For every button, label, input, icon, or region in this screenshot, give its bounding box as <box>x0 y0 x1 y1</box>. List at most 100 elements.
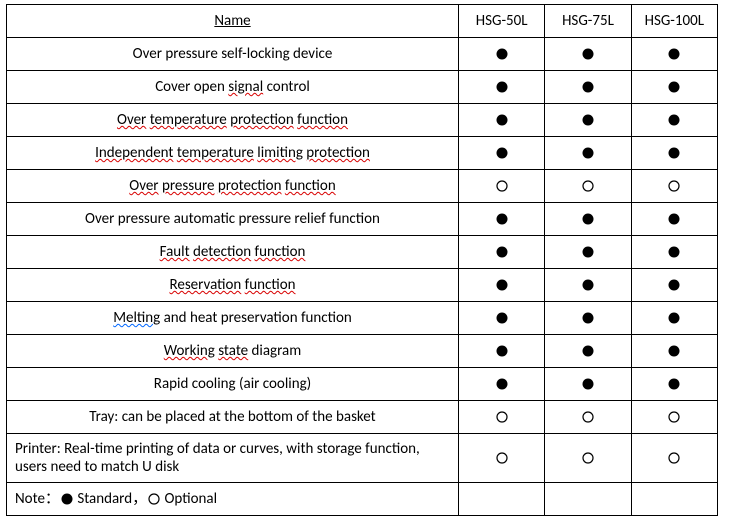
filled-circle-icon <box>581 212 595 226</box>
row-name-cell: Over pressure automatic pressure relief … <box>7 203 459 236</box>
filled-circle-icon <box>667 212 681 226</box>
row-value-cell <box>459 170 545 203</box>
filled-circle-icon <box>495 146 509 160</box>
row-value-cell <box>459 434 545 483</box>
row-name-label: Reservation function <box>169 276 295 294</box>
table-row: Reservation function <box>7 269 718 302</box>
filled-circle-icon <box>581 344 595 358</box>
hollow-circle-icon <box>495 410 509 424</box>
row-name-label: Over pressure protection function <box>129 177 335 195</box>
filled-circle-icon <box>495 212 509 226</box>
row-value-cell <box>545 236 631 269</box>
row-value-cell <box>631 401 717 434</box>
filled-circle-icon <box>581 311 595 325</box>
row-value-cell <box>459 71 545 104</box>
filled-circle-icon <box>667 113 681 127</box>
row-value-cell <box>545 203 631 236</box>
row-value-cell <box>545 335 631 368</box>
empty-cell <box>459 483 545 516</box>
row-value-cell <box>631 302 717 335</box>
header-row: Name HSG-50L HSG-75L HSG-100L <box>7 5 718 38</box>
filled-circle-icon <box>495 80 509 94</box>
row-value-cell <box>459 104 545 137</box>
note-row: Note： Standard， Optional <box>7 483 718 516</box>
header-model-0: HSG-50L <box>459 5 545 38</box>
header-name-label: Name <box>214 12 250 30</box>
row-value-cell <box>545 302 631 335</box>
filled-circle-icon <box>581 377 595 391</box>
row-value-cell <box>545 401 631 434</box>
row-name-label: Tray: can be placed at the bottom of the… <box>89 408 375 426</box>
row-name-cell: Independent temperature limiting protect… <box>7 137 459 170</box>
row-value-cell <box>631 203 717 236</box>
row-value-cell <box>545 368 631 401</box>
row-value-cell <box>545 434 631 483</box>
table-row: Over pressure protection function <box>7 170 718 203</box>
row-name-cell: Reservation function <box>7 269 459 302</box>
filled-circle-icon <box>667 377 681 391</box>
row-value-cell <box>631 38 717 71</box>
table-row: Over pressure automatic pressure relief … <box>7 203 718 236</box>
filled-circle-icon <box>667 245 681 259</box>
hollow-circle-icon <box>495 179 509 193</box>
empty-cell <box>631 483 717 516</box>
row-name-cell: Cover open signal control <box>7 71 459 104</box>
hollow-circle-icon <box>667 179 681 193</box>
filled-circle-icon <box>495 245 509 259</box>
row-name-cell: Tray: can be placed at the bottom of the… <box>7 401 459 434</box>
row-name-label: Working state diagram <box>164 342 301 360</box>
row-value-cell <box>631 71 717 104</box>
table-row: Over temperature protection function <box>7 104 718 137</box>
header-name: Name <box>7 5 459 38</box>
filled-circle-icon <box>495 278 509 292</box>
filled-circle-icon <box>495 311 509 325</box>
filled-circle-icon <box>495 47 509 61</box>
hollow-circle-icon <box>147 492 161 506</box>
row-value-cell <box>459 38 545 71</box>
filled-circle-icon <box>667 344 681 358</box>
row-name-cell: Over pressure protection function <box>7 170 459 203</box>
hollow-circle-icon <box>581 451 595 465</box>
row-name-label: Melting and heat preservation function <box>113 309 352 327</box>
row-value-cell <box>545 71 631 104</box>
empty-cell <box>545 483 631 516</box>
header-model-2: HSG-100L <box>631 5 717 38</box>
filled-circle-icon <box>581 278 595 292</box>
table-row: Rapid cooling (air cooling) <box>7 368 718 401</box>
row-value-cell <box>459 335 545 368</box>
row-name-cell: Over pressure self-locking device <box>7 38 459 71</box>
row-value-cell <box>545 269 631 302</box>
spec-table: Name HSG-50L HSG-75L HSG-100L Over press… <box>6 4 718 516</box>
row-name-cell: Fault detection function <box>7 236 459 269</box>
row-name-cell: Over temperature protection function <box>7 104 459 137</box>
row-value-cell <box>459 203 545 236</box>
table-row: Melting and heat preservation function <box>7 302 718 335</box>
row-name-label: Over pressure self-locking device <box>133 45 333 63</box>
row-value-cell <box>631 269 717 302</box>
row-name-label: Independent temperature limiting protect… <box>95 144 370 162</box>
row-name-label: Printer: Real-time printing of data or c… <box>15 440 450 476</box>
filled-circle-icon <box>495 113 509 127</box>
row-name-label: Over temperature protection function <box>117 111 348 129</box>
row-value-cell <box>459 137 545 170</box>
row-value-cell <box>545 170 631 203</box>
filled-circle-icon <box>667 80 681 94</box>
hollow-circle-icon <box>581 179 595 193</box>
row-value-cell <box>631 335 717 368</box>
row-value-cell <box>459 236 545 269</box>
filled-circle-icon <box>581 113 595 127</box>
filled-circle-icon <box>667 278 681 292</box>
hollow-circle-icon <box>667 451 681 465</box>
filled-circle-icon <box>495 344 509 358</box>
row-name-label: Rapid cooling (air cooling) <box>154 375 311 393</box>
row-value-cell <box>545 38 631 71</box>
row-name-cell: Printer: Real-time printing of data or c… <box>7 434 459 483</box>
note-cell: Note： Standard， Optional <box>7 483 459 516</box>
filled-circle-icon <box>581 47 595 61</box>
row-value-cell <box>459 302 545 335</box>
filled-circle-icon <box>581 245 595 259</box>
row-name-cell: Working state diagram <box>7 335 459 368</box>
row-name-label: Cover open signal control <box>155 78 310 96</box>
header-model-1: HSG-75L <box>545 5 631 38</box>
row-name-label: Fault detection function <box>160 243 306 261</box>
